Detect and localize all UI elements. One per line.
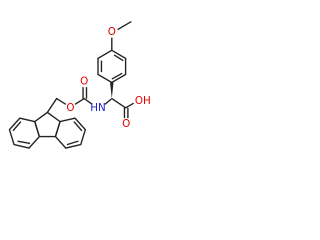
atom-label: O [80, 75, 88, 87]
ester-bonds [74, 97, 93, 105]
methoxy-bonds [111, 20, 132, 51]
atom-label: HN [90, 102, 106, 114]
five-ring [33, 111, 61, 138]
right-benzene [54, 117, 87, 149]
atom-label: O [66, 102, 74, 114]
molecule: O O O HN OH O [8, 20, 151, 149]
carbonyl-bond [82, 87, 88, 99]
atom-label: OH [135, 95, 151, 107]
atom-label: O [122, 118, 130, 130]
structure-diagram: O O O HN OH O [8, 20, 151, 149]
wedge-bond [110, 82, 114, 99]
aromatic-double-bonds [12, 121, 83, 146]
acid-bonds [111, 98, 134, 119]
phenyl-double-bonds [100, 54, 124, 80]
ch2-bonds [46, 97, 67, 113]
phenyl-ring [97, 49, 127, 84]
n-alpha-bond [104, 98, 113, 105]
left-benzene [8, 117, 41, 149]
atom-label: O [108, 26, 116, 38]
